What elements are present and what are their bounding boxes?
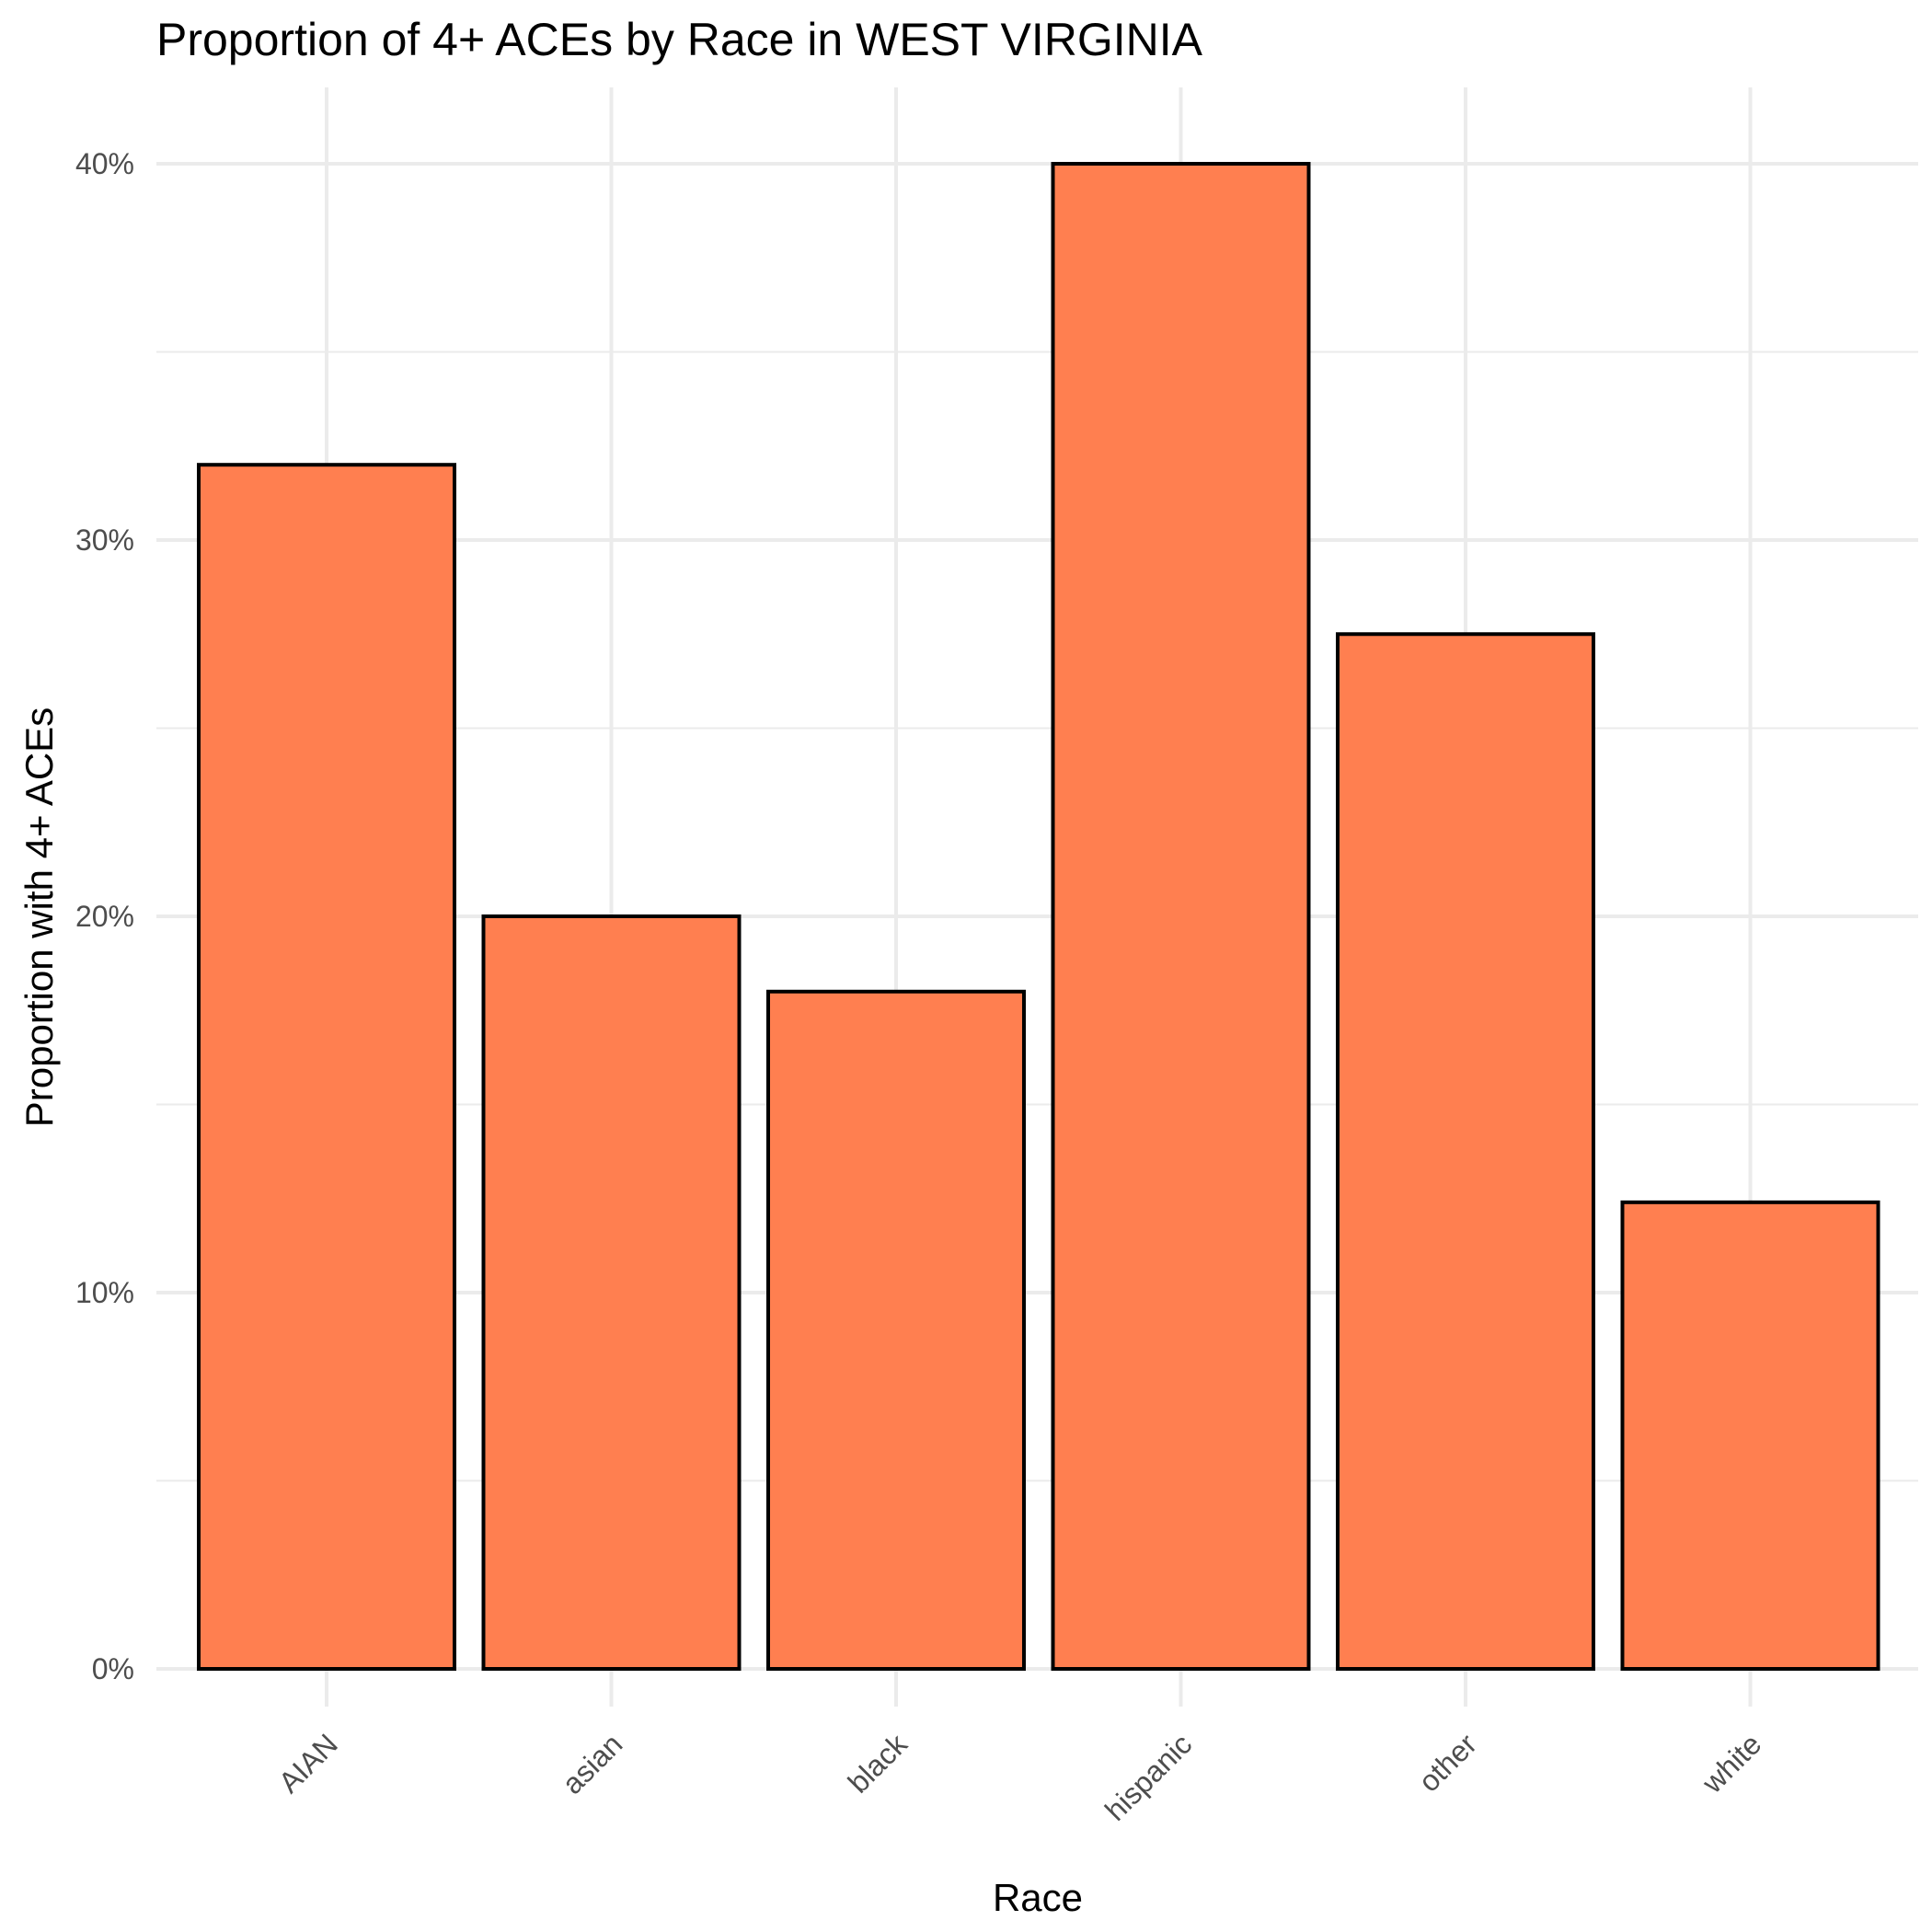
x-tick-label: AIAN [272,1727,344,1799]
bars [197,162,1880,1672]
y-axis-ticks: 0% 10% 20% 30% 40% [75,147,134,1685]
bar-black [766,989,1026,1672]
x-tick-label: other [1412,1727,1483,1798]
x-tick-label: white [1695,1727,1767,1800]
bar-other [1336,632,1595,1671]
bar-white [1620,1200,1880,1671]
y-axis-title: Proportion with 4+ ACEs [17,707,61,1127]
chart-title: Proportion of 4+ ACEs by Race in WEST VI… [156,14,1203,65]
y-tick-label: 30% [75,523,134,557]
y-tick-label: 40% [75,147,134,180]
bar-asian [481,914,742,1671]
y-tick-label: 10% [75,1276,134,1309]
bar-hispanic [1051,162,1311,1671]
y-tick-label: 0% [92,1652,134,1685]
y-tick-label: 20% [75,900,134,933]
x-tick-label: asian [556,1727,629,1800]
x-axis-ticks: AIAN asian black hispanic other white [272,1727,1768,1827]
bar-aian [197,463,456,1672]
x-tick-label: hispanic [1098,1727,1198,1826]
x-tick-label: black [842,1727,914,1800]
x-axis-title: Race [993,1876,1083,1919]
